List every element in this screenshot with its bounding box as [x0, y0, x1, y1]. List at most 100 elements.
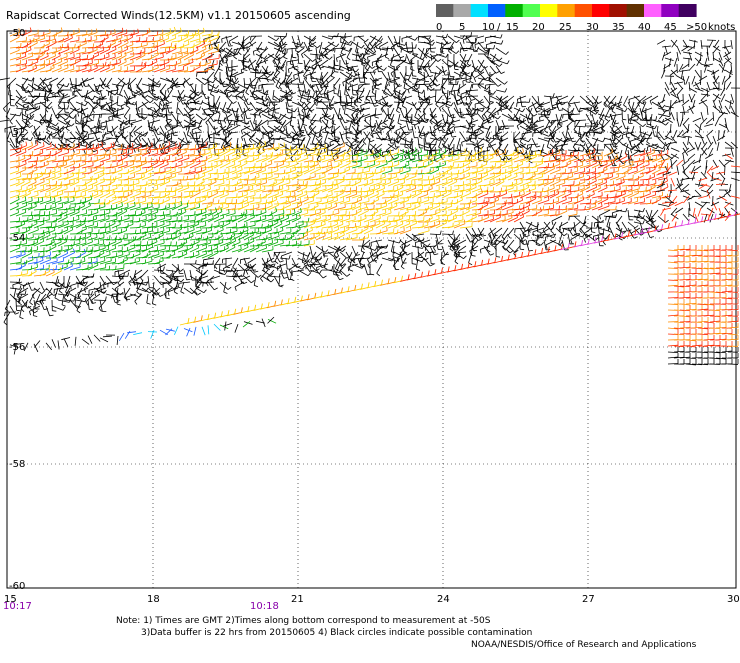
wind-barb	[310, 144, 321, 145]
wind-barb-flag	[442, 140, 445, 143]
wind-barb	[166, 186, 177, 187]
wind-barb-flag	[597, 153, 601, 154]
wind-barb-flag	[205, 82, 208, 85]
wind-barb-flag	[551, 121, 552, 125]
wind-barb	[443, 48, 454, 49]
wind-barb	[496, 48, 506, 55]
wind-barb	[298, 84, 301, 95]
wind-barb-flag	[116, 135, 117, 139]
wind-barb-flag	[302, 103, 304, 106]
wind-barb	[149, 120, 160, 123]
wind-barb-flag	[439, 149, 440, 153]
wind-barb-flag	[49, 179, 50, 183]
wind-barb-flag	[529, 98, 530, 102]
wind-barb-flag	[44, 35, 45, 39]
wind-barb-flag	[469, 166, 470, 170]
wind-barb-flag	[433, 131, 434, 135]
wind-barb-flag	[362, 149, 363, 153]
wind-barb-flag	[471, 99, 475, 100]
wind-barb	[111, 126, 118, 133]
wind-barb	[457, 138, 460, 149]
wind-barb-flag	[310, 176, 311, 180]
wind-barb-flag	[347, 58, 350, 60]
wind-barb-flag	[238, 52, 241, 55]
wind-barb-flag	[169, 47, 170, 51]
wind-barb-flag	[368, 57, 369, 61]
wind-barb	[484, 176, 495, 180]
wind-barb-flag	[142, 62, 143, 66]
wind-barb-flag	[257, 50, 260, 53]
wind-barb	[502, 155, 514, 156]
wind-barb	[40, 33, 50, 36]
wind-barb-flag	[534, 114, 537, 116]
wind-barb-flag	[283, 49, 285, 52]
wind-barb	[430, 42, 431, 52]
wind-barb-flag	[410, 167, 411, 171]
wind-barb-flag	[224, 117, 225, 121]
wind-barb-flag	[68, 46, 69, 50]
wind-barb-flag	[68, 34, 69, 38]
wind-barb-flag	[103, 166, 104, 170]
wind-barb	[616, 108, 625, 112]
wind-barb	[289, 66, 299, 69]
wind-barb-flag	[171, 111, 172, 115]
wind-barb-flag	[463, 81, 464, 85]
wind-barb-flag	[331, 76, 335, 78]
wind-barb-flag	[404, 88, 408, 90]
wind-barb	[436, 42, 446, 45]
wind-barb-flag	[506, 52, 509, 55]
wind-barb-flag	[133, 52, 134, 56]
wind-barb-flag	[586, 135, 589, 138]
wind-barb-flag	[586, 133, 587, 137]
wind-barb-flag	[204, 118, 207, 121]
wind-barb	[118, 78, 126, 85]
wind-barb-flag	[284, 142, 285, 146]
wind-barb-flag	[39, 35, 40, 39]
wind-barb-flag	[74, 166, 75, 170]
wind-barb	[167, 132, 178, 135]
wind-barb	[196, 114, 204, 120]
wind-barb-flag	[109, 155, 110, 159]
wind-barb	[454, 60, 455, 69]
wind-barb	[552, 120, 562, 121]
wind-barb-flag	[232, 69, 236, 70]
wind-barb-flag	[262, 85, 263, 89]
wind-barb-flag	[242, 137, 243, 141]
wind-barb-flag	[224, 86, 228, 87]
wind-barb-flag	[165, 127, 167, 130]
wind-barb-flag	[571, 153, 572, 157]
wind-barb-flag	[345, 95, 349, 96]
wind-barb-flag	[157, 81, 160, 84]
wind-barb	[600, 108, 605, 118]
wind-barb-flag	[164, 179, 165, 183]
wind-barb-flag	[282, 178, 283, 182]
wind-barb-flag	[429, 104, 433, 105]
wind-barb-flag	[265, 91, 267, 94]
wind-barb	[10, 57, 21, 60]
wind-barb-flag	[192, 58, 193, 62]
wind-barb-flag	[601, 160, 602, 164]
wind-barb	[46, 43, 56, 49]
wind-barb-flag	[633, 161, 634, 165]
wind-barb	[56, 108, 64, 116]
wind-barb-flag	[127, 45, 128, 49]
wind-barb-flag	[253, 152, 254, 156]
wind-barb-flag	[371, 50, 374, 53]
wind-barb	[472, 126, 473, 135]
wind-barb	[139, 132, 148, 137]
wind-barb	[304, 78, 311, 88]
wind-barb-flag	[408, 90, 409, 94]
wind-barb-flag	[198, 29, 199, 33]
wind-barb-flag	[122, 160, 123, 164]
wind-barb-flag	[229, 41, 231, 45]
wind-barb-flag	[361, 106, 362, 110]
wind-barb-flag	[277, 153, 278, 157]
wind-barb	[256, 102, 266, 106]
wind-barb	[467, 96, 478, 97]
wind-barb-flag	[489, 94, 493, 95]
wind-barb-flag	[313, 93, 314, 97]
wind-barb-flag	[127, 122, 130, 125]
wind-barb-flag	[501, 72, 505, 74]
wind-barb-flag	[204, 172, 205, 176]
wind-barb-flag	[612, 111, 615, 113]
